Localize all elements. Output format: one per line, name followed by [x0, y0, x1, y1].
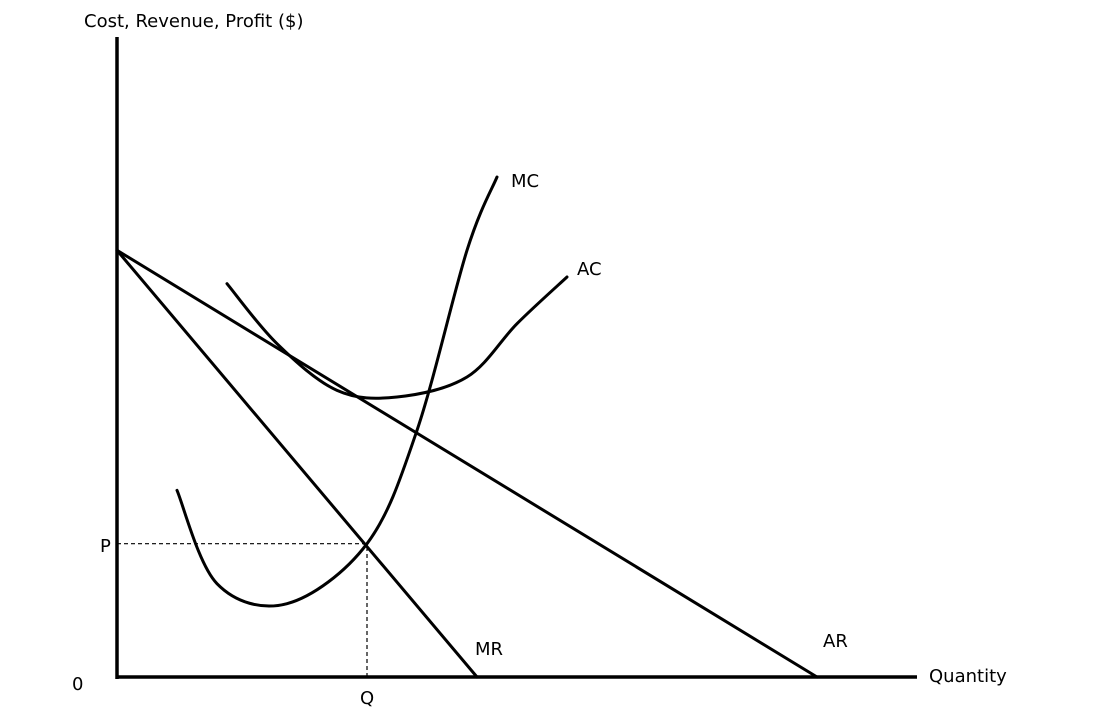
x-tick-label-q: Q: [360, 688, 374, 709]
mc-curve: [175, 175, 499, 608]
curves: [115, 175, 819, 679]
ac-curve: [225, 275, 569, 400]
y-tick-label-p: P: [100, 536, 111, 557]
y-axis-label: Cost, Revenue, Profit ($): [84, 11, 303, 32]
x-axis-label: Quantity: [929, 666, 1007, 687]
ar-curve: [115, 248, 819, 679]
mr-label: MR: [475, 639, 503, 660]
origin-label: 0: [72, 674, 83, 695]
ar-label: AR: [823, 631, 848, 652]
mc-label: MC: [511, 171, 539, 192]
mr-curve: [115, 248, 479, 679]
series-labels: MC AC AR MR: [475, 171, 848, 660]
guide-lines: [117, 543, 368, 677]
ac-label: AC: [577, 259, 602, 280]
